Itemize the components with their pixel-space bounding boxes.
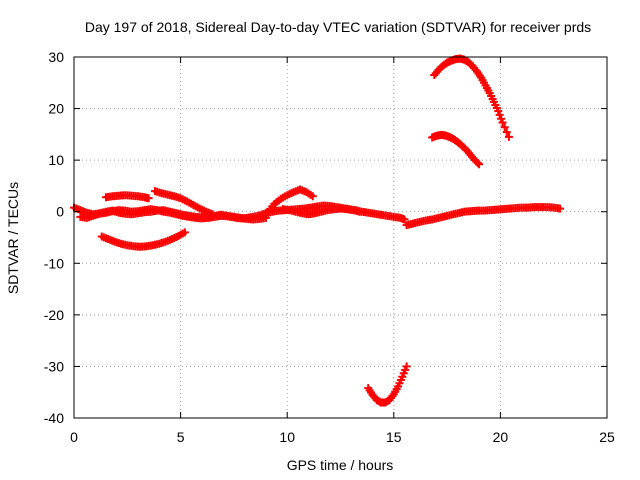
y-tick-label: -40 — [44, 410, 64, 426]
y-tick-label: -30 — [44, 358, 64, 374]
y-tick-label: -10 — [44, 255, 64, 271]
y-tick-label: 20 — [48, 101, 64, 117]
data-point — [180, 228, 189, 237]
x-tick-label: 5 — [177, 429, 185, 445]
data-point — [473, 158, 482, 167]
data-point — [308, 192, 317, 201]
series-3 — [101, 191, 153, 203]
data-point — [355, 207, 364, 216]
x-axis-label: GPS time / hours — [287, 457, 394, 473]
data-point — [502, 128, 511, 137]
y-tick-label: 30 — [48, 49, 64, 65]
y-tick-label: 0 — [56, 204, 64, 220]
chart-title: Day 197 of 2018, Sidereal Day-to-day VTE… — [85, 19, 591, 35]
x-tick-label: 20 — [493, 429, 509, 445]
x-tick-label: 25 — [599, 429, 615, 445]
series-9 — [428, 130, 484, 169]
data-point — [494, 107, 503, 116]
data-point — [504, 132, 513, 141]
x-tick-label: 10 — [279, 429, 295, 445]
series-8 — [402, 203, 565, 230]
series-5 — [97, 228, 189, 251]
data-point — [556, 204, 565, 213]
series-11 — [364, 362, 411, 407]
y-tick-label: -20 — [44, 307, 64, 323]
data-point — [402, 362, 411, 371]
series-7 — [278, 204, 364, 219]
data-point — [144, 194, 153, 203]
x-tick-label: 15 — [386, 429, 402, 445]
data-point — [498, 118, 507, 127]
plot-frame — [73, 56, 608, 419]
data-point — [400, 215, 409, 224]
data-point — [208, 210, 217, 219]
series-6 — [257, 185, 317, 221]
series-10 — [430, 54, 513, 141]
series-2 — [76, 205, 270, 224]
data-point — [497, 114, 506, 123]
data-points — [70, 54, 565, 407]
y-tick-label: 10 — [48, 152, 64, 168]
data-point — [500, 123, 509, 132]
y-axis-label: SDTVAR / TECUs — [5, 182, 21, 294]
data-point — [475, 160, 484, 169]
axis-ticks: 0 5 10 15 20 25 -40 -30 -20 -10 0 10 20 30 — [44, 49, 615, 445]
x-tick-label: 0 — [70, 429, 78, 445]
data-point — [495, 110, 504, 119]
series-4 — [151, 187, 217, 219]
